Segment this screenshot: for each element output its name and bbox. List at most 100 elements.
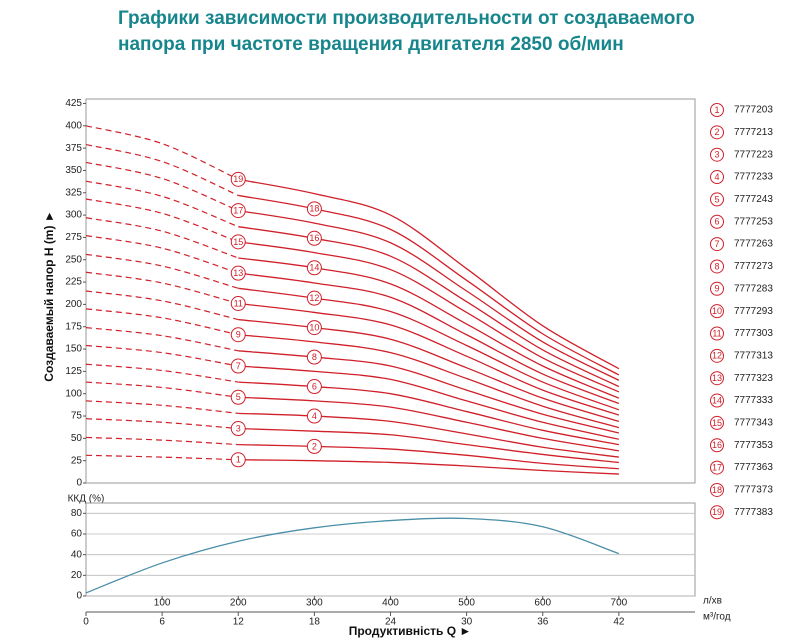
legend-badge — [710, 103, 724, 117]
curve-badge — [306, 438, 322, 454]
curve-label: 14 — [309, 263, 319, 273]
curve-badge — [230, 421, 246, 437]
x2-unit: м³/год — [703, 612, 731, 623]
curve-badge — [306, 408, 322, 424]
line — [238, 209, 620, 381]
dashed-line — [85, 436, 239, 446]
x2-tick-label: 42 — [613, 617, 625, 628]
legend-number: 14 — [712, 395, 722, 405]
curve-label: 1 — [236, 455, 241, 465]
legend-label: 7777313 — [734, 350, 773, 361]
curve-badge — [230, 296, 246, 312]
legend-number: 10 — [712, 306, 722, 316]
curve-label: 13 — [233, 268, 243, 278]
legend-label: 7777353 — [734, 440, 773, 451]
curve-badge — [230, 265, 246, 281]
dashed-line — [85, 198, 239, 243]
curve-label: 16 — [309, 233, 319, 243]
x2-tick-label: 18 — [309, 617, 321, 628]
x-tick-label: 300 — [306, 598, 323, 609]
curve-badge — [306, 379, 322, 395]
curve-label: 15 — [233, 237, 243, 247]
y-tick-label: 275 — [65, 232, 82, 243]
legend-label: 7777283 — [734, 283, 773, 294]
dashed-line — [85, 418, 239, 430]
legend-label: 7777273 — [734, 261, 773, 272]
legend-label: 7777333 — [734, 395, 773, 406]
plot-frame — [85, 502, 696, 597]
y-axis-title: ККД (%) — [68, 494, 105, 505]
dashed-line — [85, 217, 239, 259]
curve-badge — [306, 230, 322, 246]
legend-label: 7777363 — [734, 462, 773, 473]
curve-label: 12 — [309, 293, 319, 303]
curve-label: 4 — [312, 411, 317, 421]
legend-label: 7777293 — [734, 306, 773, 317]
line — [238, 396, 619, 452]
legend-badge — [710, 460, 724, 475]
curve-label: 5 — [236, 392, 241, 402]
chart-title: Графики зависимости производительности о… — [118, 8, 695, 29]
legend-number: 7 — [714, 239, 719, 249]
x-tick-label: 200 — [230, 598, 247, 609]
curve-label: 7 — [236, 361, 241, 371]
curve-label: 6 — [312, 381, 317, 391]
legend-number: 5 — [714, 194, 719, 204]
line — [238, 287, 620, 411]
legend-badge — [710, 192, 724, 207]
legend-label: 7777213 — [734, 127, 773, 138]
y-tick-label: 60 — [71, 529, 83, 540]
legend-label: 7777233 — [734, 172, 773, 183]
legend-badge — [710, 170, 724, 185]
curve-label: 19 — [233, 174, 243, 184]
legend-badge — [710, 393, 724, 408]
legend-badge — [710, 438, 724, 453]
legend-badge — [710, 482, 724, 497]
legend-number: 9 — [714, 284, 719, 294]
y-axis-title: Создаваемый напор H (m) ► — [42, 210, 56, 381]
curve-badge — [230, 234, 246, 250]
y-tick-label: 0 — [76, 478, 82, 489]
legend-number: 3 — [714, 150, 719, 160]
line — [238, 226, 620, 388]
y-tick-label: 100 — [65, 388, 82, 399]
x2-tick-label: 30 — [461, 617, 473, 628]
legend-label: 7777203 — [734, 105, 773, 116]
y-tick-label: 25 — [71, 455, 83, 466]
legend-number: 17 — [712, 462, 722, 472]
x-tick-label: 400 — [382, 598, 399, 609]
legend-number: 4 — [714, 172, 719, 182]
curve-label: 8 — [312, 352, 317, 362]
legend-number: 11 — [712, 328, 721, 338]
y-tick-label: 250 — [65, 254, 82, 265]
curve-badge — [306, 349, 322, 365]
legend-number: 6 — [714, 217, 719, 227]
legend-badge — [710, 415, 724, 430]
line — [238, 178, 620, 370]
dashed-line — [85, 161, 239, 212]
dashed-line — [85, 143, 239, 196]
legend-label: 7777343 — [734, 418, 773, 429]
legend-badge — [710, 304, 724, 319]
legend-label: 7777303 — [734, 328, 773, 339]
y-tick-label: 125 — [65, 366, 82, 377]
curve-label: 10 — [309, 322, 319, 332]
x-tick-label: 500 — [458, 598, 475, 609]
curve-badge — [306, 260, 322, 276]
curve-badge — [230, 452, 246, 468]
legend-number: 2 — [714, 127, 719, 137]
line — [238, 194, 620, 376]
dashed-line — [85, 290, 239, 321]
legend-label: 7777223 — [734, 149, 773, 160]
legend-number: 13 — [712, 373, 722, 383]
y-tick-label: 400 — [65, 120, 82, 131]
legend-label: 7777243 — [734, 194, 773, 205]
line — [238, 381, 619, 446]
y-tick-label: 75 — [71, 411, 83, 422]
curve-label: 18 — [309, 204, 319, 214]
curve-badge — [306, 201, 322, 217]
legend-number: 19 — [712, 507, 722, 517]
legend-number: 1 — [714, 105, 719, 115]
legend-number: 15 — [712, 418, 722, 428]
